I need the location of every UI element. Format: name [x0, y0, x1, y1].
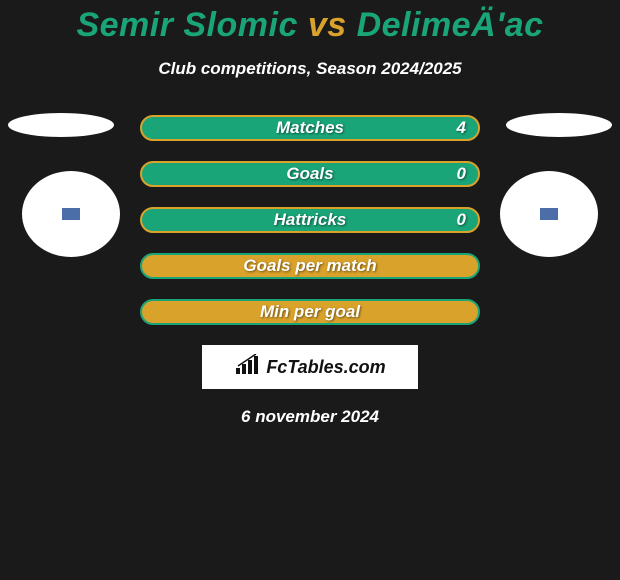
player1-name: Semir Slomic	[76, 6, 297, 44]
stat-bar-value-right: 0	[457, 164, 466, 184]
stat-bar: Goals per match	[140, 253, 480, 279]
stat-bar-label: Min per goal	[260, 302, 360, 322]
player2-name: DelimeÄ'ac	[357, 6, 544, 44]
flag-icon-left	[61, 207, 81, 221]
stat-bar-label: Matches	[276, 118, 344, 138]
page-root: Semir Slomic vs DelimeÄ'ac Club competit…	[0, 0, 620, 580]
stat-bar: Hattricks 0	[140, 207, 480, 233]
watermark: FcTables.com	[202, 345, 418, 389]
subtitle: Club competitions, Season 2024/2025	[0, 59, 620, 79]
vs-label: vs	[308, 6, 347, 44]
stat-bar-label: Goals per match	[243, 256, 376, 276]
comparison-graphic: Matches 4 Goals 0 Hattricks 0 Goals per match M…	[0, 115, 620, 325]
stat-bar-label: Hattricks	[274, 210, 347, 230]
watermark-text: FcTables.com	[266, 357, 385, 378]
stat-bar-value-right: 4	[457, 118, 466, 138]
page-title: Semir Slomic vs DelimeÄ'ac	[0, 0, 620, 45]
stat-bar: Min per goal	[140, 299, 480, 325]
date-label: 6 november 2024	[0, 407, 620, 427]
ellipse-right	[506, 113, 612, 137]
stat-bar: Matches 4	[140, 115, 480, 141]
ellipse-left	[8, 113, 114, 137]
stat-bars: Matches 4 Goals 0 Hattricks 0 Goals per match M…	[140, 115, 480, 325]
stat-bar-label: Goals	[286, 164, 333, 184]
avatar-left	[22, 171, 120, 257]
flag-icon-right	[539, 207, 559, 221]
stat-bar: Goals 0	[140, 161, 480, 187]
stat-bar-value-right: 0	[457, 210, 466, 230]
chart-icon	[234, 354, 262, 381]
avatar-right	[500, 171, 598, 257]
